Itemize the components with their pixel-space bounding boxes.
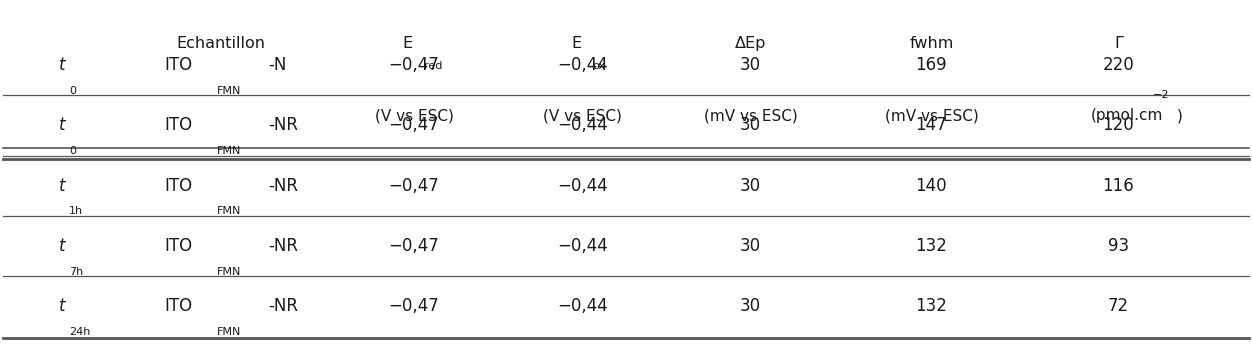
Text: -NR: -NR <box>268 297 298 315</box>
Text: fwhm: fwhm <box>909 37 954 52</box>
Text: (mV vs ESC): (mV vs ESC) <box>704 108 798 123</box>
Text: 7h: 7h <box>69 267 83 277</box>
Text: -NR: -NR <box>268 237 298 255</box>
Text: −0,47: −0,47 <box>388 177 439 195</box>
Text: −0,47: −0,47 <box>388 237 439 255</box>
Text: Echantillon: Echantillon <box>177 37 265 52</box>
Text: 116: 116 <box>1103 177 1134 195</box>
Text: 140: 140 <box>915 177 948 195</box>
Text: 147: 147 <box>915 116 948 134</box>
Text: ox: ox <box>592 61 606 71</box>
Text: 30: 30 <box>740 237 761 255</box>
Text: (mV vs ESC): (mV vs ESC) <box>884 108 978 123</box>
Text: 72: 72 <box>1108 297 1129 315</box>
Text: FMN: FMN <box>217 327 242 337</box>
Text: 132: 132 <box>915 297 948 315</box>
Text: −0,44: −0,44 <box>557 297 607 315</box>
Text: ΔEp: ΔEp <box>735 37 766 52</box>
Text: −0,47: −0,47 <box>388 297 439 315</box>
Text: -NR: -NR <box>268 177 298 195</box>
Text: 220: 220 <box>1103 56 1134 74</box>
Text: 30: 30 <box>740 177 761 195</box>
Text: 120: 120 <box>1103 116 1134 134</box>
Text: 30: 30 <box>740 56 761 74</box>
Text: (V vs ESC): (V vs ESC) <box>374 108 453 123</box>
Text: E: E <box>403 37 413 52</box>
Text: t: t <box>59 237 65 255</box>
Text: -N: -N <box>268 56 287 74</box>
Text: ITO: ITO <box>165 297 193 315</box>
Text: FMN: FMN <box>217 267 242 277</box>
Text: t: t <box>59 116 65 134</box>
Text: ITO: ITO <box>165 56 193 74</box>
Text: 0: 0 <box>69 146 76 156</box>
Text: −0,47: −0,47 <box>388 56 439 74</box>
Text: 93: 93 <box>1108 237 1129 255</box>
Text: 24h: 24h <box>69 327 90 337</box>
Text: (pmol.cm: (pmol.cm <box>1090 108 1163 123</box>
Text: 30: 30 <box>740 297 761 315</box>
Text: FMN: FMN <box>217 146 242 156</box>
Text: (V vs ESC): (V vs ESC) <box>543 108 622 123</box>
Text: 30: 30 <box>740 116 761 134</box>
Text: t: t <box>59 177 65 195</box>
Text: ): ) <box>1177 108 1183 123</box>
Text: ITO: ITO <box>165 116 193 134</box>
Text: -NR: -NR <box>268 116 298 134</box>
Text: −0,44: −0,44 <box>557 56 607 74</box>
Text: ITO: ITO <box>165 237 193 255</box>
Text: 0: 0 <box>69 86 76 96</box>
Text: t: t <box>59 297 65 315</box>
Text: FMN: FMN <box>217 206 242 216</box>
Text: FMN: FMN <box>217 86 242 96</box>
Text: t: t <box>59 56 65 74</box>
Text: E: E <box>571 37 581 52</box>
Text: 1h: 1h <box>69 206 83 216</box>
Text: 132: 132 <box>915 237 948 255</box>
Text: 169: 169 <box>915 56 948 74</box>
Text: −0,44: −0,44 <box>557 237 607 255</box>
Text: −0,44: −0,44 <box>557 116 607 134</box>
Text: −0,44: −0,44 <box>557 177 607 195</box>
Text: −0,47: −0,47 <box>388 116 439 134</box>
Text: −2: −2 <box>1153 90 1169 100</box>
Text: Γ: Γ <box>1114 37 1123 52</box>
Text: ITO: ITO <box>165 177 193 195</box>
Text: red: red <box>424 61 442 71</box>
